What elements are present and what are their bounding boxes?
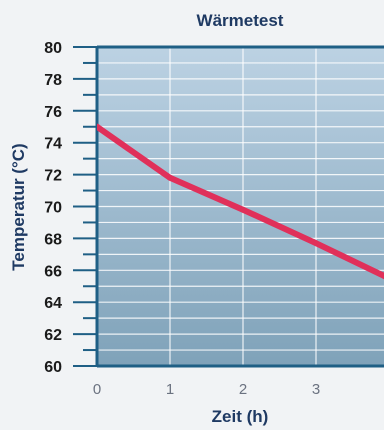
chart-title: Wärmetest bbox=[197, 11, 284, 30]
y-tick-label: 64 bbox=[44, 295, 62, 312]
x-tick-label: 2 bbox=[239, 381, 247, 398]
data-point bbox=[313, 240, 319, 247]
y-tick-label: 68 bbox=[44, 231, 62, 248]
y-tick-label: 70 bbox=[44, 200, 62, 217]
y-tick-label: 60 bbox=[44, 359, 62, 376]
y-tick-label: 80 bbox=[44, 40, 62, 57]
series-layer bbox=[97, 123, 384, 280]
data-point bbox=[97, 123, 100, 130]
x-tick-label: 3 bbox=[312, 381, 320, 398]
axes bbox=[73, 45, 384, 368]
y-axis-title: Temperatur (°C) bbox=[9, 143, 28, 270]
x-tick-label: 1 bbox=[166, 381, 174, 398]
y-tick-label: 72 bbox=[44, 168, 62, 185]
y-tick-label: 66 bbox=[44, 263, 62, 280]
data-point bbox=[240, 206, 246, 213]
y-tick-label: 74 bbox=[44, 136, 62, 153]
x-axis-title: Zeit (h) bbox=[212, 407, 269, 426]
data-point bbox=[167, 174, 173, 181]
tick-labels: 606264666870727476788001234 bbox=[44, 40, 320, 398]
y-tick-label: 76 bbox=[44, 104, 62, 121]
y-tick-label: 62 bbox=[44, 327, 62, 344]
y-tick-label: 78 bbox=[44, 72, 62, 89]
x-tick-label: 0 bbox=[93, 381, 101, 398]
